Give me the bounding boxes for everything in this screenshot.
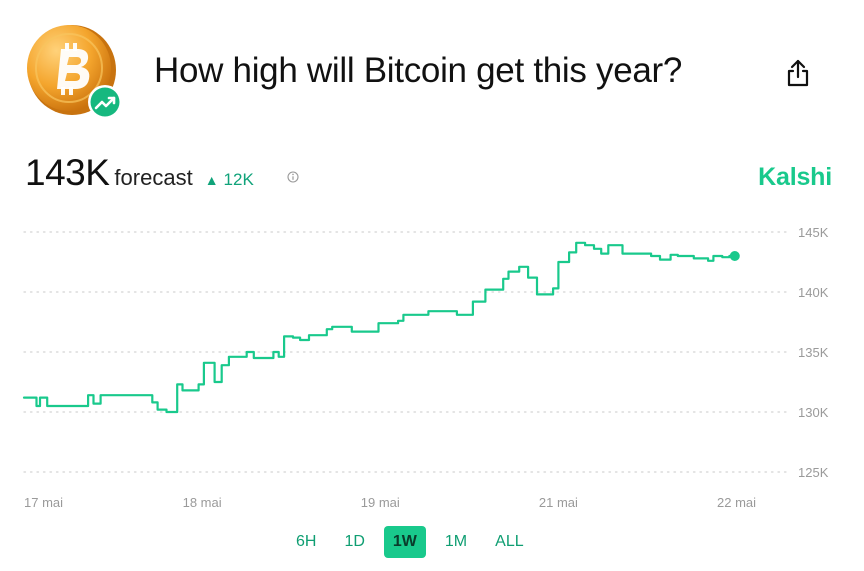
x-tick-label: 19 mai (361, 495, 400, 510)
x-tick-label: 22 mai (717, 495, 756, 510)
time-range-selector: 6H 1D 1W 1M ALL (287, 526, 533, 558)
triangle-up-icon: ▲ (204, 172, 219, 188)
range-button-1d[interactable]: 1D (344, 533, 365, 550)
range-button-1m[interactable]: 1M (444, 533, 468, 550)
y-tick-label: 130K (798, 405, 829, 420)
range-button-all[interactable]: ALL (495, 533, 524, 550)
last-point-marker (729, 251, 740, 261)
info-icon[interactable] (287, 171, 299, 183)
brand-logo[interactable]: Kalshi (758, 163, 832, 191)
y-tick-label: 135K (798, 345, 829, 360)
page-title: How high will Bitcoin get this year? (154, 51, 683, 90)
bitcoin-logo (27, 25, 122, 119)
x-tick-label: 21 mai (539, 495, 578, 510)
y-tick-label: 145K (798, 225, 829, 240)
trending-up-icon (88, 85, 122, 119)
forecast-label: forecast (114, 165, 193, 190)
y-tick-label: 140K (798, 285, 829, 300)
x-tick-label: 17 mai (24, 495, 63, 510)
forecast-delta-value: 12K (223, 170, 254, 189)
x-tick-label: 18 mai (183, 495, 222, 510)
share-icon[interactable] (784, 57, 812, 89)
forecast-line-chart: 125K 130K 135K 140K 145K 17 mai 18 mai 19 mai 21… (22, 225, 829, 510)
y-tick-label: 125K (798, 465, 829, 480)
forecast-summary: 143K forecast ▲ 12K (25, 152, 254, 202)
series-line (22, 241, 736, 414)
range-button-6h[interactable]: 6H (296, 533, 317, 550)
range-button-1w[interactable]: 1W (383, 526, 426, 558)
forecast-value: 143K (25, 152, 110, 193)
forecast-delta: ▲ 12K (205, 170, 254, 190)
bitcoin-coin-icon (27, 25, 116, 115)
